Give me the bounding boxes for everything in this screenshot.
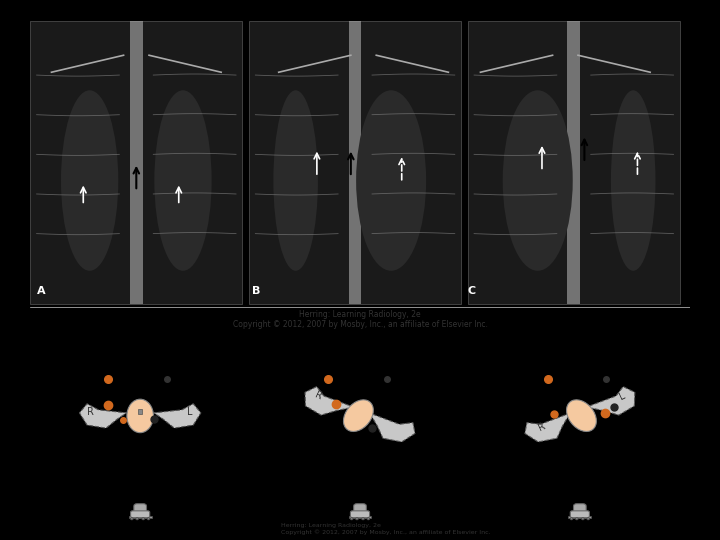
Ellipse shape — [567, 400, 596, 431]
Ellipse shape — [503, 90, 572, 271]
Circle shape — [582, 518, 584, 520]
Ellipse shape — [61, 90, 118, 271]
FancyBboxPatch shape — [30, 21, 243, 305]
FancyBboxPatch shape — [354, 504, 366, 516]
Bar — [569, 516, 591, 518]
Text: B: B — [253, 506, 262, 516]
Polygon shape — [137, 372, 143, 380]
Text: R: R — [87, 407, 94, 417]
FancyBboxPatch shape — [570, 511, 590, 518]
Circle shape — [142, 518, 145, 520]
FancyBboxPatch shape — [130, 511, 150, 518]
Circle shape — [587, 518, 590, 520]
Circle shape — [570, 518, 573, 520]
Text: L: L — [617, 390, 626, 402]
Ellipse shape — [343, 400, 373, 431]
FancyBboxPatch shape — [134, 504, 146, 516]
Text: B: B — [252, 286, 261, 296]
Circle shape — [147, 518, 150, 520]
FancyBboxPatch shape — [351, 511, 369, 518]
Text: A: A — [37, 286, 45, 296]
Polygon shape — [305, 387, 415, 442]
Circle shape — [130, 518, 133, 520]
Bar — [348, 21, 361, 305]
Ellipse shape — [154, 90, 212, 271]
Circle shape — [575, 518, 578, 520]
Text: R: R — [537, 421, 547, 433]
Ellipse shape — [611, 90, 655, 271]
Polygon shape — [577, 372, 583, 380]
Ellipse shape — [274, 90, 318, 271]
FancyBboxPatch shape — [249, 21, 461, 305]
Text: Herring: Learning Radiology, 2e
Copyright © 2012, 2007 by Mosby, Inc., an affili: Herring: Learning Radiology, 2e Copyrigh… — [281, 523, 490, 535]
Circle shape — [367, 518, 369, 520]
Ellipse shape — [127, 399, 153, 433]
Polygon shape — [357, 372, 363, 380]
FancyBboxPatch shape — [574, 504, 586, 516]
Ellipse shape — [356, 90, 426, 271]
Text: R: R — [312, 390, 323, 402]
Circle shape — [361, 518, 364, 520]
Polygon shape — [154, 404, 201, 428]
Circle shape — [136, 518, 138, 520]
Bar — [130, 21, 143, 305]
Circle shape — [356, 518, 359, 520]
Bar — [348, 516, 372, 518]
Text: L: L — [186, 407, 192, 417]
Circle shape — [351, 518, 353, 520]
Text: Herring: Learning Radiology, 2e
Copyright © 2012, 2007 by Mosby, Inc., an affili: Herring: Learning Radiology, 2e Copyrigh… — [233, 309, 487, 329]
Bar — [138, 409, 143, 414]
Bar — [567, 21, 580, 305]
Text: A: A — [34, 506, 42, 516]
Polygon shape — [525, 387, 635, 442]
FancyBboxPatch shape — [468, 21, 680, 305]
Polygon shape — [79, 404, 127, 428]
Text: C: C — [473, 506, 482, 516]
Text: C: C — [468, 286, 476, 296]
Bar — [129, 516, 151, 518]
